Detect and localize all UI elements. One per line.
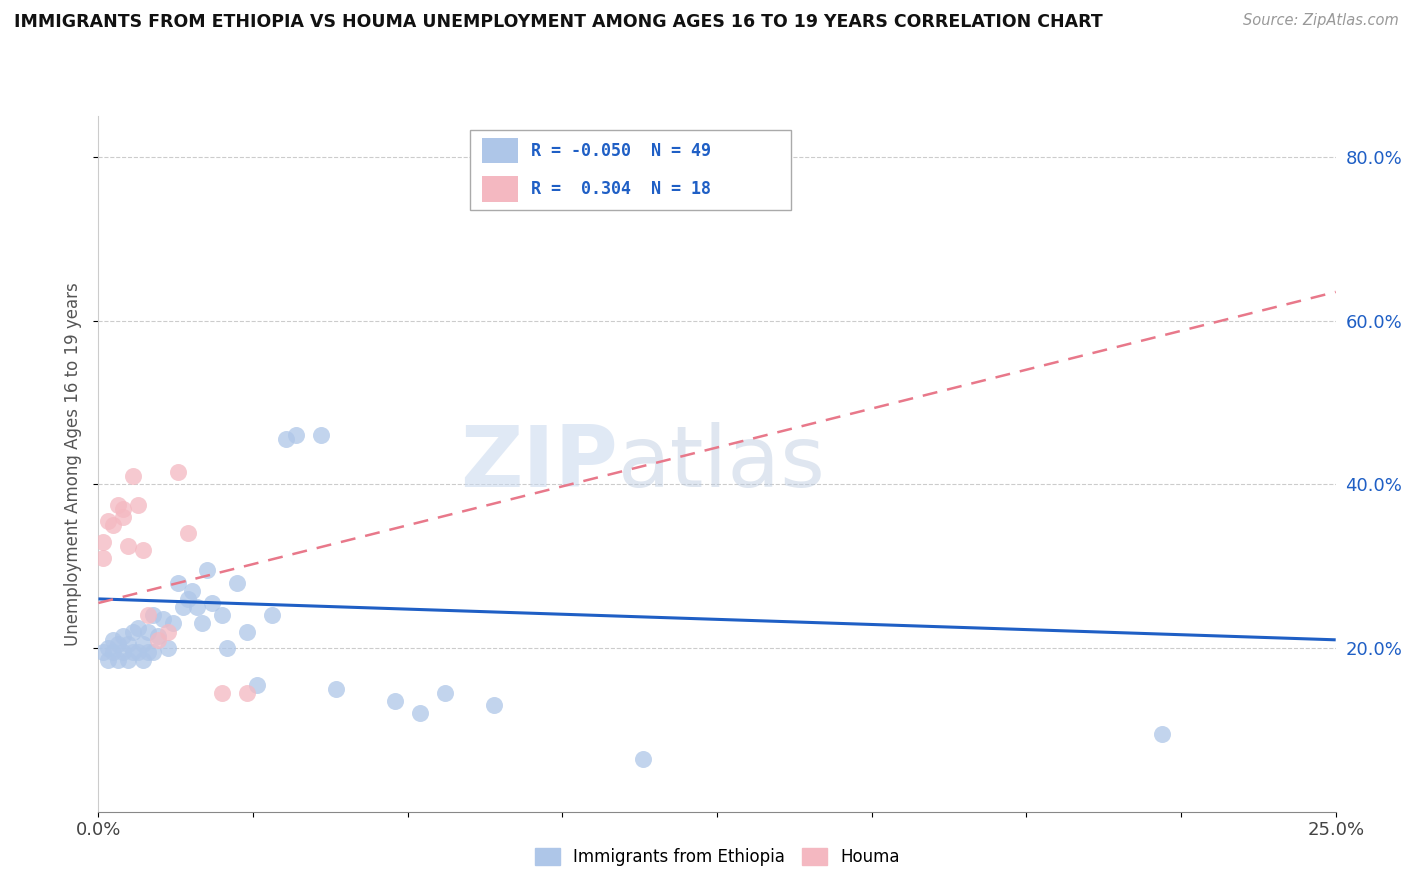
Point xyxy=(107,637,129,651)
Point xyxy=(325,681,347,696)
Point xyxy=(176,526,198,541)
Point xyxy=(132,653,155,667)
Point xyxy=(117,637,139,651)
Point xyxy=(276,432,298,446)
Point xyxy=(117,539,139,553)
Point xyxy=(132,542,155,557)
Point xyxy=(97,640,120,655)
Point xyxy=(146,629,169,643)
Point xyxy=(246,678,269,692)
Point xyxy=(136,624,159,639)
Point xyxy=(97,514,120,528)
Point xyxy=(484,698,506,713)
Point xyxy=(156,624,179,639)
Point xyxy=(127,645,149,659)
Point xyxy=(136,608,159,623)
Point xyxy=(93,534,115,549)
Y-axis label: Unemployment Among Ages 16 to 19 years: Unemployment Among Ages 16 to 19 years xyxy=(65,282,83,646)
Point xyxy=(122,624,145,639)
Point xyxy=(107,653,129,667)
Point xyxy=(93,645,115,659)
Point xyxy=(103,518,125,533)
Point xyxy=(195,563,218,577)
Point xyxy=(112,510,135,524)
Point xyxy=(127,498,149,512)
Point xyxy=(156,640,179,655)
Point xyxy=(142,645,165,659)
Point xyxy=(285,428,308,442)
Point xyxy=(631,751,654,765)
Point xyxy=(236,686,259,700)
Point xyxy=(122,469,145,483)
Point xyxy=(107,498,129,512)
Point xyxy=(409,706,432,721)
Point xyxy=(136,645,159,659)
Point xyxy=(112,629,135,643)
Point xyxy=(309,428,332,442)
Point xyxy=(103,645,125,659)
Point xyxy=(117,653,139,667)
Point xyxy=(132,637,155,651)
Point xyxy=(103,632,125,647)
Point xyxy=(181,583,204,598)
Point xyxy=(1152,727,1174,741)
Text: ZIP: ZIP xyxy=(460,422,619,506)
Point xyxy=(93,551,115,566)
Point xyxy=(236,624,259,639)
Point xyxy=(201,596,224,610)
Point xyxy=(217,640,239,655)
Text: IMMIGRANTS FROM ETHIOPIA VS HOUMA UNEMPLOYMENT AMONG AGES 16 TO 19 YEARS CORRELA: IMMIGRANTS FROM ETHIOPIA VS HOUMA UNEMPL… xyxy=(14,13,1102,31)
Point xyxy=(384,694,406,708)
Point xyxy=(166,465,188,479)
Point xyxy=(122,645,145,659)
Point xyxy=(172,600,194,615)
Point xyxy=(112,501,135,516)
Point xyxy=(166,575,188,590)
Point xyxy=(112,645,135,659)
Point xyxy=(146,632,169,647)
Point xyxy=(176,591,198,606)
Point xyxy=(211,608,233,623)
Legend: Immigrants from Ethiopia, Houma: Immigrants from Ethiopia, Houma xyxy=(529,841,905,873)
Point xyxy=(152,612,174,626)
Point xyxy=(186,600,208,615)
Point xyxy=(226,575,249,590)
Point xyxy=(142,608,165,623)
Point xyxy=(260,608,283,623)
Point xyxy=(127,621,149,635)
Point xyxy=(162,616,184,631)
Point xyxy=(97,653,120,667)
Text: Source: ZipAtlas.com: Source: ZipAtlas.com xyxy=(1243,13,1399,29)
Point xyxy=(211,686,233,700)
Text: atlas: atlas xyxy=(619,422,827,506)
Point xyxy=(433,686,456,700)
Point xyxy=(191,616,214,631)
